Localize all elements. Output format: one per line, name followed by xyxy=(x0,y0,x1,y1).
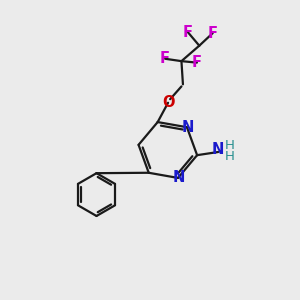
Text: H: H xyxy=(225,139,235,152)
Text: N: N xyxy=(212,142,224,157)
Text: F: F xyxy=(160,51,170,66)
Text: O: O xyxy=(162,95,174,110)
Text: F: F xyxy=(183,25,193,40)
Text: F: F xyxy=(208,26,218,41)
Text: N: N xyxy=(181,120,194,135)
Text: H: H xyxy=(225,150,235,163)
Text: N: N xyxy=(172,170,185,185)
Text: F: F xyxy=(192,55,202,70)
